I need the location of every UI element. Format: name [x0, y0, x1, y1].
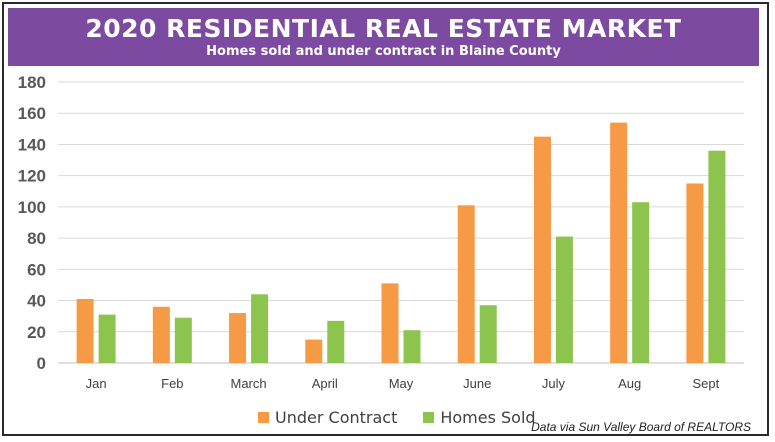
y-tick-label: 140	[18, 135, 46, 154]
legend-item-homes-sold: Homes Sold	[423, 407, 536, 427]
legend-swatch-under-contract	[258, 411, 269, 423]
x-tick-label: April	[312, 376, 338, 391]
bar-under-contract-june	[457, 205, 475, 363]
y-tick-label: 80	[27, 229, 46, 248]
bar-homes-sold-sept	[708, 150, 726, 363]
bar-under-contract-april	[305, 339, 323, 363]
bar-homes-sold-aug	[632, 202, 650, 363]
legend-swatch-homes-sold	[423, 411, 435, 423]
gridlines	[58, 81, 744, 364]
y-tick-label: 120	[18, 167, 46, 186]
bar-under-contract-sept	[686, 183, 704, 363]
bar-homes-sold-july	[555, 236, 573, 363]
y-tick-label: 180	[18, 73, 46, 92]
y-tick-label: 100	[18, 198, 46, 217]
y-tick-label: 0	[37, 354, 46, 373]
bar-homes-sold-jan	[98, 314, 116, 363]
bar-under-contract-march	[229, 313, 247, 363]
legend-label-homes-sold: Homes Sold	[440, 407, 536, 427]
chart-subtitle: Homes sold and under contract in Blaine …	[206, 44, 561, 59]
bar-under-contract-july	[533, 136, 551, 363]
legend-label-under-contract: Under Contract	[275, 407, 398, 427]
bar-homes-sold-april	[327, 320, 345, 363]
x-tick-label: Feb	[161, 376, 183, 391]
bar-under-contract-may	[381, 283, 399, 363]
x-tick-label: Sept	[693, 376, 720, 391]
y-tick-label: 160	[18, 104, 46, 123]
chart-title: 2020 RESIDENTIAL REAL ESTATE MARKET	[85, 14, 682, 43]
y-tick-label: 40	[27, 292, 46, 311]
bars	[76, 122, 726, 363]
bar-under-contract-feb	[152, 306, 170, 363]
bar-homes-sold-june	[479, 305, 497, 363]
bar-homes-sold-march	[251, 294, 269, 363]
x-tick-label: May	[389, 376, 414, 391]
x-axis-category-labels: Jan Feb March April May June July Aug Sept	[86, 376, 720, 391]
legend: Under Contract Homes Sold	[258, 406, 536, 428]
bar-under-contract-aug	[610, 122, 628, 363]
y-tick-label: 20	[27, 323, 46, 342]
bar-under-contract-jan	[76, 298, 94, 363]
bar-homes-sold-may	[403, 330, 421, 363]
x-tick-label: July	[542, 376, 566, 391]
x-tick-label: Jan	[86, 376, 107, 391]
title-banner: 2020 RESIDENTIAL REAL ESTATE MARKET Home…	[8, 8, 759, 66]
source-note: Data via Sun Valley Board of REALTORS	[531, 420, 751, 434]
y-tick-label: 60	[27, 260, 46, 279]
x-tick-label: Aug	[618, 376, 641, 391]
x-tick-label: June	[463, 376, 491, 391]
x-tick-label: March	[230, 376, 266, 391]
bar-homes-sold-feb	[174, 317, 192, 363]
y-axis-tick-labels: 0 20 40 60 80 100 120 140 160 180	[18, 73, 46, 373]
legend-item-under-contract: Under Contract	[258, 408, 397, 427]
